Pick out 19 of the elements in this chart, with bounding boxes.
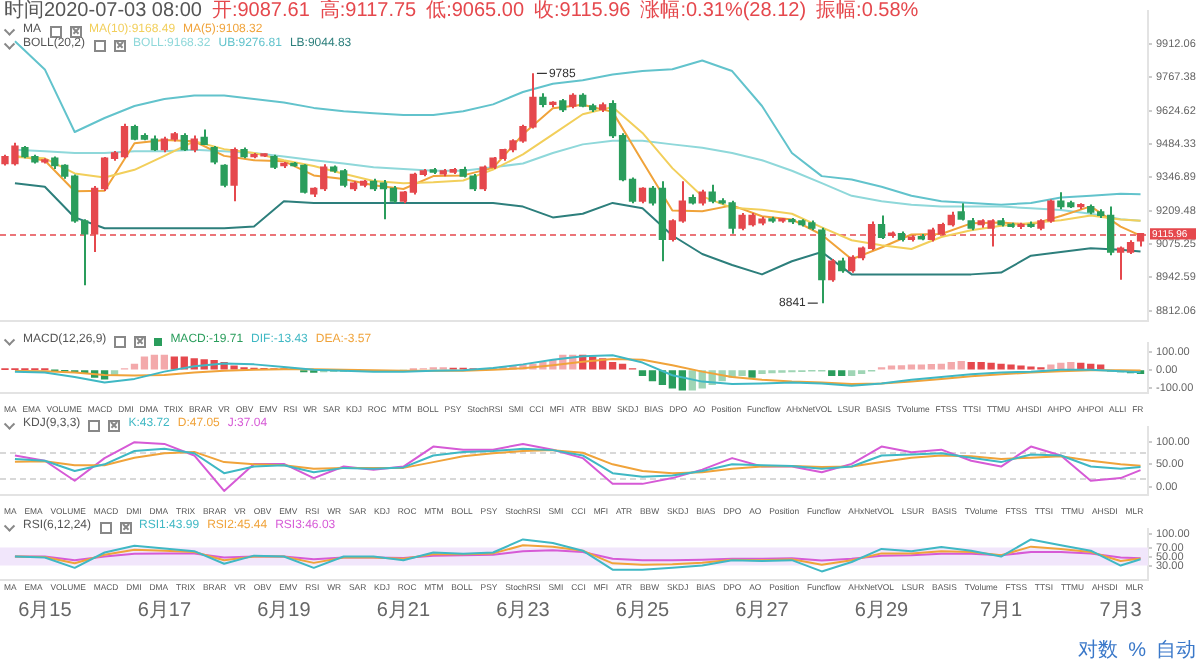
- chart-title: 时间2020-07-03 08:00: [4, 0, 202, 22]
- x-tick-label: 6月15: [18, 599, 73, 622]
- annotation: 振幅:0.58%: [816, 0, 919, 22]
- x-tick-label: 7月3: [1099, 599, 1143, 622]
- x-tick-label: 7月1: [979, 599, 1024, 622]
- text: 自动: [1156, 640, 1196, 662]
- annotation: 低:9065.00: [426, 0, 525, 22]
- annotation: 收:9115.96: [534, 0, 631, 22]
- text: 对数: [1078, 640, 1119, 662]
- x-tick-label: 6月25: [615, 599, 671, 622]
- x-tick-label: 6月19: [257, 599, 312, 622]
- x-tick-label: 6月17: [137, 599, 192, 622]
- annotation: 涨幅:0.31%(28.12): [640, 0, 807, 22]
- x-tick-label: 6月29: [854, 599, 910, 622]
- text: %: [1128, 640, 1146, 662]
- x-tick-label: 6月23: [496, 599, 551, 622]
- annotation: 开:9087.61: [211, 0, 310, 22]
- x-tick-label: 6月27: [735, 599, 790, 622]
- x-tick-label: 6月21: [376, 599, 431, 622]
